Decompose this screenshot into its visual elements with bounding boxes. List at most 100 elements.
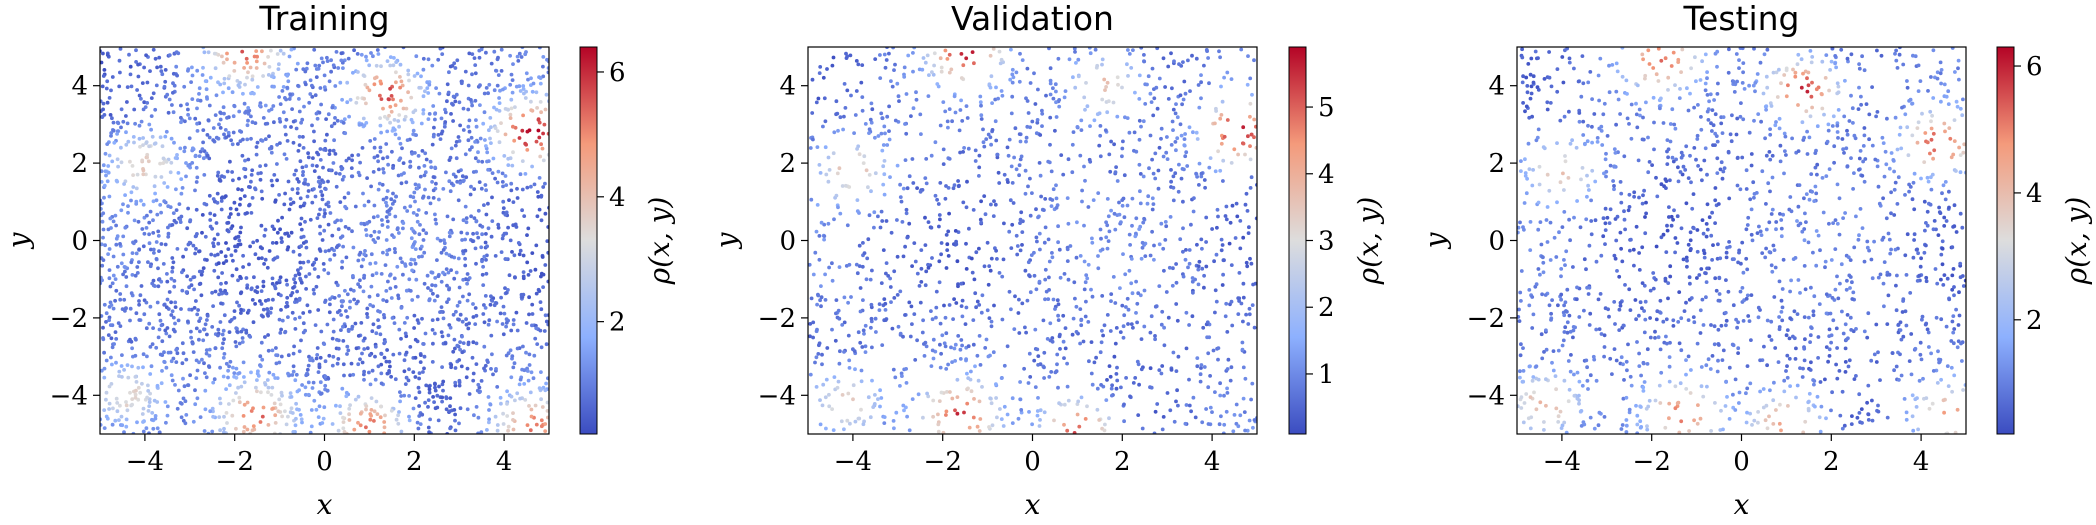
scatter-point [1920,317,1924,322]
scatter-point [1764,153,1769,158]
scatter-point [203,388,208,393]
scatter-point [926,262,930,267]
scatter-point [419,244,424,249]
colorbar-tick-label: 3 [1318,227,1335,257]
scatter-point [473,322,478,326]
scatter-point [1199,96,1203,101]
scatter-point [489,234,494,239]
scatter-point [287,207,292,212]
scatter-point [1671,159,1676,164]
scatter-point [909,304,914,309]
scatter-point [399,306,404,310]
scatter-point [218,365,223,370]
scatter-point [515,186,519,191]
scatter-point [1897,132,1902,137]
scatter-point [373,377,378,382]
scatter-point [1097,418,1102,422]
scatter-point [896,324,901,329]
scatter-point [283,96,287,100]
scatter-point [447,230,452,235]
scatter-point [173,305,178,309]
scatter-point [207,364,211,369]
scatter-point [1065,247,1070,252]
scatter-point [218,428,223,433]
scatter-point [1892,213,1897,217]
scatter-point [358,250,363,255]
scatter-point [1043,225,1048,230]
scatter-point [500,236,505,241]
scatter-point [1903,309,1908,314]
scatter-point [228,206,233,211]
scatter-point [117,418,121,422]
scatter-point [253,289,258,293]
scatter-point [128,306,133,311]
scatter-point [115,401,120,405]
scatter-point [241,91,245,96]
scatter-point [261,284,266,289]
scatter-point [277,193,281,197]
scatter-point [318,231,322,236]
scatter-point [453,143,458,148]
scatter-point [898,182,902,187]
scatter-point [517,252,522,257]
scatter-point [881,143,886,147]
scatter-point [154,240,159,244]
scatter-point [413,337,418,342]
scatter-point [864,277,869,282]
scatter-point [1555,89,1560,94]
scatter-point [1608,207,1613,212]
scatter-point [1055,298,1060,303]
scatter-point [216,333,220,338]
scatter-point [1754,191,1759,195]
scatter-point [907,174,912,179]
scatter-point [198,329,202,334]
scatter-point [205,314,210,318]
scatter-point [432,298,437,303]
scatter-point [384,215,389,219]
scatter-point [1788,384,1792,388]
scatter-point [929,153,934,158]
scatter-point [303,177,308,182]
scatter-point [102,68,107,72]
scatter-point [1207,165,1212,170]
scatter-point [383,114,387,119]
scatter-point [492,49,497,54]
scatter-point [1190,314,1195,319]
scatter-point [1055,362,1059,367]
scatter-point [869,101,874,106]
scatter-point [890,84,895,89]
scatter-point [266,390,270,395]
scatter-point [251,320,256,325]
scatter-point [1602,354,1606,359]
scatter-point [887,51,891,56]
scatter-point [247,262,251,267]
scatter-point [402,205,407,210]
scatter-point [277,397,282,402]
scatter-point [1013,126,1018,131]
scatter-point [877,308,882,312]
scatter-point [173,383,177,387]
scatter-point [538,75,543,80]
scatter-point [1249,261,1254,266]
scatter-point [893,62,897,67]
scatter-point [1207,335,1212,340]
scatter-point [1210,410,1214,414]
scatter-point [1107,364,1112,368]
scatter-point [467,51,472,56]
scatter-point [425,273,430,278]
scatter-point [160,369,164,373]
scatter-point [228,212,233,216]
scatter-point [473,246,478,251]
scatter-point [246,157,251,162]
scatter-point [993,97,998,102]
scatter-point [345,292,350,297]
scatter-point [913,358,918,362]
scatter-point [485,150,490,155]
scatter-point [979,220,984,225]
scatter-point [923,60,928,65]
scatter-point [534,422,539,427]
scatter-point [1817,415,1822,420]
scatter-point [299,417,304,422]
scatter-point [323,211,327,216]
